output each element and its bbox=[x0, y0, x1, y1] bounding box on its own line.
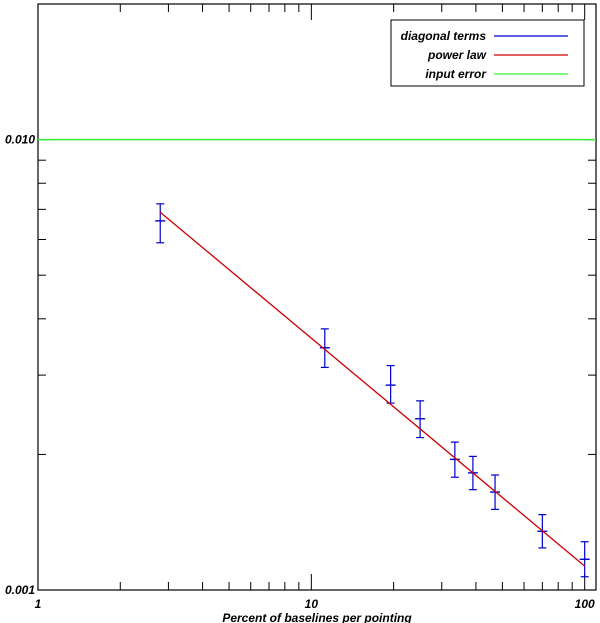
data-point bbox=[579, 541, 590, 578]
y-tick-label: 0.001 bbox=[5, 583, 35, 597]
series-layer bbox=[38, 138, 596, 578]
x-tick-label: 100 bbox=[575, 597, 595, 611]
plot-frame bbox=[37, 3, 597, 591]
data-point bbox=[385, 364, 396, 404]
legend-label-power-law: power law bbox=[427, 48, 487, 62]
legend-label-diagonal-terms: diagonal terms bbox=[401, 29, 487, 43]
ticks-layer: 1 10 100 0.001 0.010 bbox=[5, 3, 596, 611]
data-point bbox=[415, 400, 426, 439]
x-axis-title: Percent of baselines per pointing bbox=[222, 611, 412, 623]
legend: diagonal terms power law input error bbox=[390, 19, 585, 87]
y-tick-label: 0.010 bbox=[5, 133, 35, 147]
power-law-line bbox=[159, 211, 586, 567]
x-tick-label: 1 bbox=[35, 597, 42, 611]
data-point bbox=[449, 441, 460, 478]
data-point bbox=[155, 203, 166, 244]
x-tick-label: 10 bbox=[305, 597, 319, 611]
legend-box bbox=[390, 19, 585, 87]
legend-label-input-error: input error bbox=[425, 67, 487, 81]
data-point bbox=[319, 328, 330, 369]
